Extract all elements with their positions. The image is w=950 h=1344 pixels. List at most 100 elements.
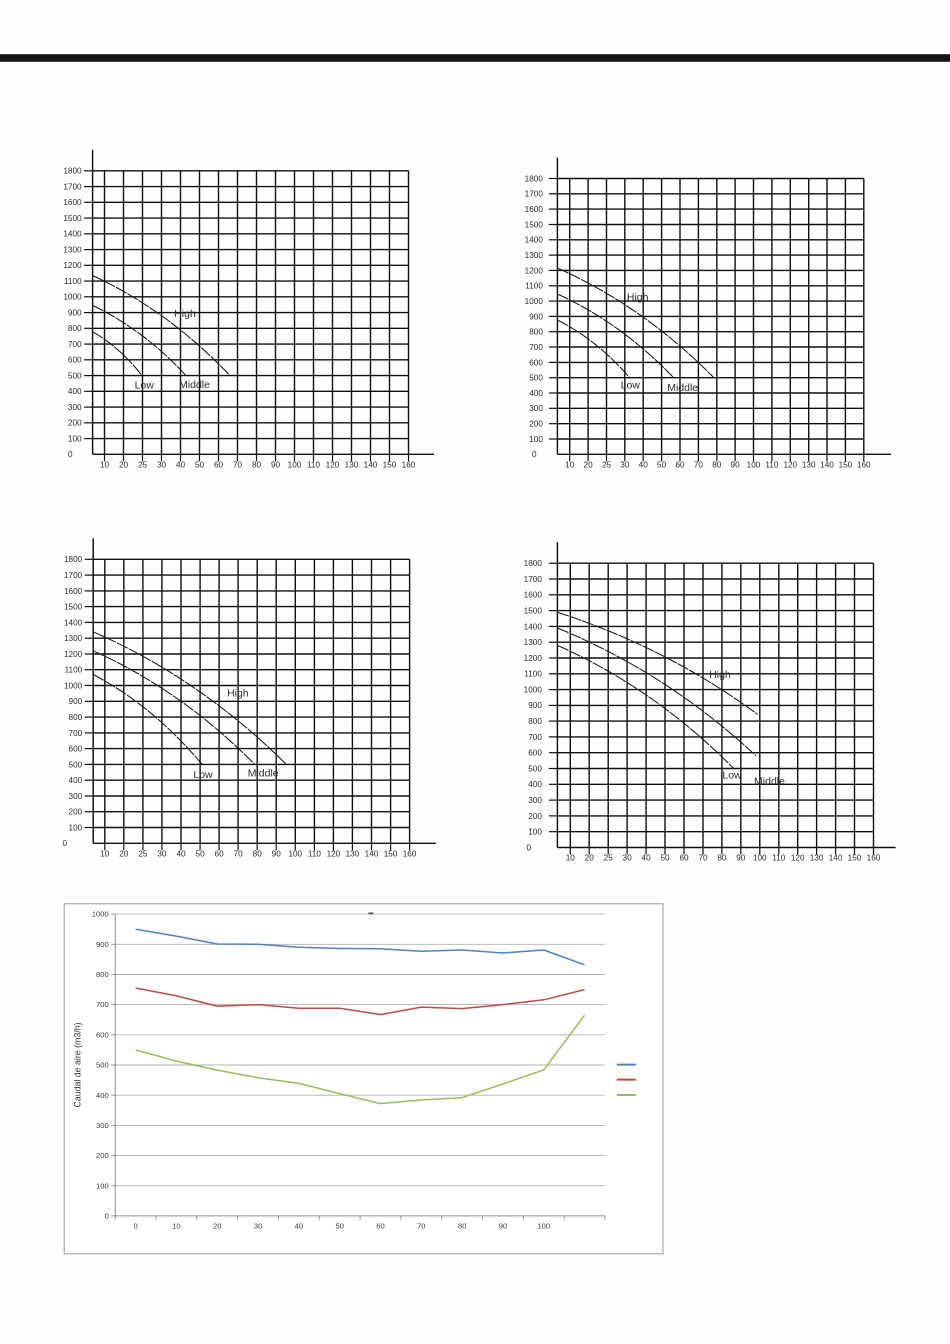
svg-text:100: 100 [529, 435, 543, 444]
svg-text:900: 900 [96, 940, 109, 949]
svg-text:1000: 1000 [524, 686, 543, 695]
svg-text:60: 60 [376, 1221, 384, 1230]
svg-text:70: 70 [694, 461, 704, 470]
svg-text:50: 50 [657, 461, 667, 470]
svg-text:40: 40 [295, 1221, 303, 1230]
svg-text:300: 300 [528, 796, 542, 805]
svg-text:0: 0 [104, 1212, 108, 1221]
svg-text:1100: 1100 [525, 282, 543, 291]
svg-text:1700: 1700 [524, 575, 543, 584]
svg-text:80: 80 [712, 461, 722, 470]
svg-text:Low: Low [135, 380, 155, 392]
svg-text:25: 25 [138, 850, 148, 859]
svg-text:80: 80 [252, 461, 262, 470]
svg-text:80: 80 [717, 854, 727, 863]
svg-text:100: 100 [747, 461, 761, 470]
svg-text:1800: 1800 [63, 167, 82, 176]
svg-text:800: 800 [68, 324, 82, 333]
svg-text:50: 50 [660, 854, 670, 863]
svg-text:700: 700 [529, 343, 543, 352]
svg-text:High: High [174, 308, 196, 320]
svg-text:100: 100 [288, 850, 302, 859]
svg-text:100: 100 [96, 1181, 109, 1190]
svg-text:1600: 1600 [64, 587, 83, 596]
svg-text:High: High [709, 669, 731, 681]
svg-text:100: 100 [537, 1221, 550, 1230]
svg-text:1200: 1200 [524, 654, 543, 663]
svg-text:High: High [627, 291, 649, 303]
svg-text:10: 10 [565, 461, 575, 470]
svg-text:30: 30 [620, 461, 630, 470]
svg-text:40: 40 [176, 850, 186, 859]
svg-text:110: 110 [308, 850, 321, 859]
svg-text:160: 160 [403, 850, 417, 859]
svg-text:500: 500 [529, 374, 543, 383]
svg-text:1300: 1300 [524, 638, 543, 647]
svg-text:Middle: Middle [754, 776, 785, 788]
svg-text:900: 900 [528, 701, 542, 710]
svg-text:1600: 1600 [525, 205, 544, 214]
svg-text:100: 100 [288, 461, 302, 470]
svg-text:30: 30 [157, 850, 167, 859]
svg-text:120: 120 [791, 854, 805, 863]
svg-text:Low: Low [722, 769, 742, 781]
svg-text:700: 700 [69, 729, 83, 738]
svg-text:1600: 1600 [524, 591, 543, 600]
svg-text:200: 200 [528, 812, 542, 821]
svg-text:0: 0 [68, 450, 73, 459]
svg-text:70: 70 [233, 461, 243, 470]
svg-text:Low: Low [621, 380, 641, 392]
svg-text:20: 20 [213, 1221, 221, 1230]
svg-text:150: 150 [839, 461, 853, 470]
svg-text:120: 120 [327, 850, 341, 859]
svg-text:20: 20 [119, 461, 129, 470]
svg-text:200: 200 [529, 420, 543, 429]
svg-text:1500: 1500 [525, 220, 544, 229]
svg-text:130: 130 [345, 461, 359, 470]
svg-text:150: 150 [383, 461, 397, 470]
svg-text:90: 90 [731, 461, 741, 470]
svg-text:10: 10 [566, 854, 576, 863]
svg-text:800: 800 [96, 970, 109, 979]
svg-text:1000: 1000 [525, 297, 544, 306]
svg-text:120: 120 [783, 461, 797, 470]
svg-text:1000: 1000 [64, 681, 83, 690]
svg-text:Middle: Middle [248, 768, 279, 780]
svg-text:200: 200 [96, 1151, 109, 1160]
svg-text:110: 110 [307, 461, 320, 470]
svg-text:60: 60 [679, 854, 689, 863]
svg-text:1800: 1800 [525, 174, 544, 183]
svg-text:1500: 1500 [63, 214, 82, 223]
svg-text:500: 500 [69, 760, 83, 769]
svg-text:140: 140 [364, 461, 378, 470]
svg-text:20: 20 [584, 461, 594, 470]
svg-text:1600: 1600 [63, 198, 82, 207]
svg-text:110: 110 [772, 854, 785, 863]
svg-text:600: 600 [69, 745, 83, 754]
svg-text:500: 500 [528, 764, 542, 773]
svg-text:160: 160 [857, 461, 871, 470]
svg-text:900: 900 [68, 308, 82, 317]
svg-text:1400: 1400 [63, 230, 82, 239]
svg-text:800: 800 [528, 717, 542, 726]
svg-text:400: 400 [69, 776, 83, 785]
svg-text:40: 40 [639, 461, 649, 470]
svg-text:700: 700 [528, 733, 542, 742]
svg-text:900: 900 [69, 697, 83, 706]
svg-text:140: 140 [365, 850, 379, 859]
svg-text:1500: 1500 [524, 607, 543, 616]
svg-text:150: 150 [848, 854, 862, 863]
svg-text:25: 25 [604, 854, 614, 863]
svg-text:400: 400 [529, 389, 543, 398]
svg-text:Middle: Middle [179, 379, 210, 391]
svg-text:20: 20 [585, 854, 595, 863]
svg-text:70: 70 [417, 1221, 425, 1230]
svg-text:10: 10 [172, 1221, 180, 1230]
svg-text:25: 25 [138, 461, 148, 470]
svg-text:1800: 1800 [64, 555, 83, 564]
svg-text:1200: 1200 [63, 261, 82, 270]
svg-text:160: 160 [867, 854, 881, 863]
svg-text:400: 400 [96, 1091, 109, 1100]
svg-text:30: 30 [157, 461, 167, 470]
svg-text:1700: 1700 [63, 183, 82, 192]
